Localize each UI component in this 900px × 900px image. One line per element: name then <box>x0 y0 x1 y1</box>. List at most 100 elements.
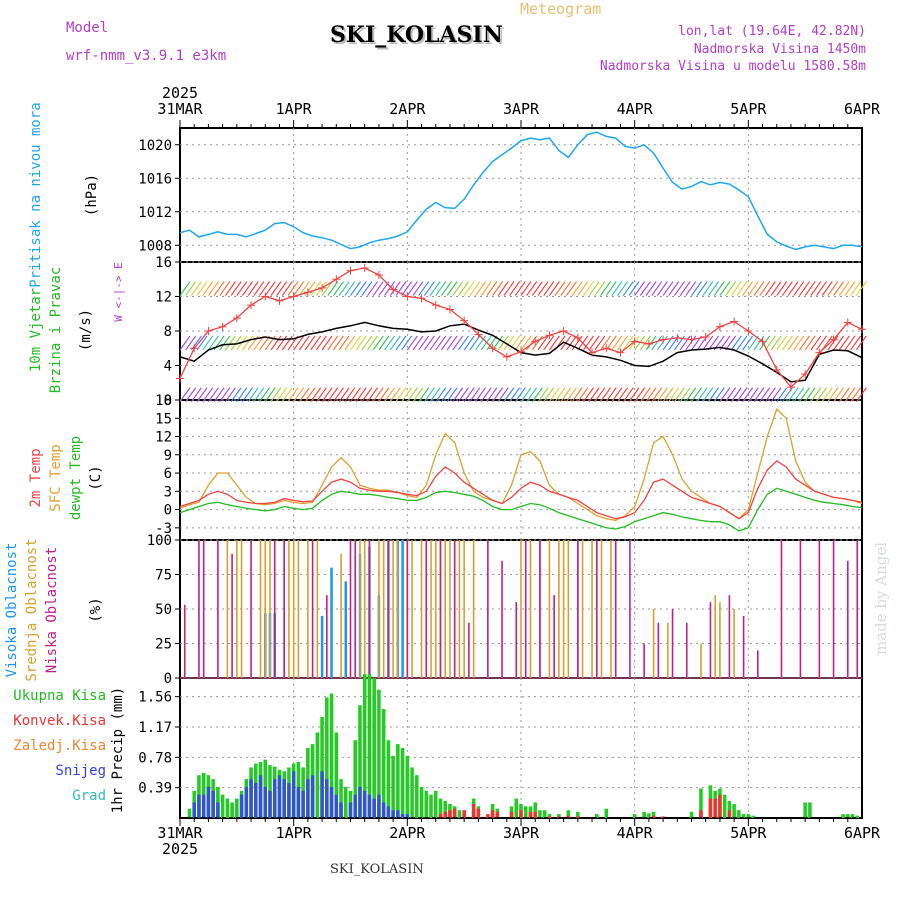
precip-total-bar <box>315 732 320 818</box>
wind-barb <box>202 335 214 351</box>
precip-snow-bar <box>291 771 296 818</box>
wind-barb <box>600 335 612 351</box>
precip-total-bar <box>727 800 732 818</box>
wind-barb <box>492 281 504 296</box>
wind-barb <box>753 281 765 296</box>
wind-barb <box>338 387 350 403</box>
time-tick-label: 1APR <box>276 824 313 842</box>
wind-barb <box>668 281 680 296</box>
wind-barb <box>605 281 617 296</box>
precip-conv-bar <box>576 816 580 818</box>
wind-barb <box>838 335 850 351</box>
wind-barb <box>702 387 714 403</box>
precip-total-bar <box>846 814 850 818</box>
wind-gust-marker <box>374 270 383 279</box>
wind-barb <box>298 281 310 296</box>
wind-gust-marker <box>758 337 767 346</box>
wind-gust-marker <box>559 327 568 335</box>
wind-gust-marker <box>815 348 824 357</box>
wind-barb <box>412 335 424 351</box>
wind-barb <box>639 387 651 403</box>
wind-barb <box>372 387 384 403</box>
wind-gust-marker <box>247 301 256 310</box>
wind-gust-marker <box>176 374 184 383</box>
wind-barb <box>298 335 310 351</box>
wind-barb <box>617 281 629 296</box>
precip-total-bar <box>381 709 386 818</box>
wind-gust-marker <box>332 275 341 284</box>
wind-ylabel: (m/s) <box>78 309 94 351</box>
precip-total-bar <box>746 814 751 818</box>
sfc-temp-line <box>179 407 863 522</box>
wind-barb <box>344 281 356 296</box>
wind-gust-marker <box>687 335 696 344</box>
precip-total-bar <box>514 798 519 818</box>
precip-snow-bar <box>310 775 315 818</box>
precip-snow-bar <box>201 794 206 818</box>
wind-barb <box>651 281 663 296</box>
pressure-ylabel: (hPa) <box>84 174 100 216</box>
wind-barb <box>827 387 839 403</box>
precip-total-bar <box>187 808 192 818</box>
wind-barb <box>395 387 407 403</box>
value-tick-label: 15 <box>155 411 172 427</box>
wind-barb <box>389 335 401 351</box>
wind-barb <box>406 335 418 351</box>
wind-barb <box>617 387 629 403</box>
wind-barb <box>355 335 367 351</box>
wind-barb <box>514 335 526 351</box>
wind-barb <box>804 335 816 351</box>
wind-barb <box>810 335 822 351</box>
time-tick-label: 31MAR <box>157 100 203 118</box>
model-elevation-label: Nadmorska Visina u modelu 1580.58m <box>599 59 866 74</box>
precip-snow-bar <box>277 775 282 818</box>
precip-total-bar <box>438 798 443 818</box>
wind-barb <box>446 281 458 296</box>
wind-barb <box>423 335 435 351</box>
precip-total-bar <box>722 794 727 818</box>
wind-barb <box>458 335 469 351</box>
wind-barb <box>583 387 594 403</box>
wind-barb <box>725 281 737 296</box>
wind-barb <box>418 335 430 351</box>
wind-barb <box>196 387 208 403</box>
precip-snow-bar <box>320 771 324 818</box>
wind-barb <box>708 387 719 403</box>
wind-barb <box>259 281 271 296</box>
wind-barb <box>412 281 424 296</box>
precip-total-bar <box>566 810 571 818</box>
wind-barb <box>401 281 413 296</box>
wind-barb <box>315 335 327 351</box>
wind-barb <box>548 335 560 351</box>
temp-label-2m: 2m Temp <box>28 448 44 507</box>
wind-barb <box>429 281 441 296</box>
precip-total-bar <box>410 767 414 818</box>
wind-barb <box>617 335 629 351</box>
precip-total-bar <box>391 755 395 818</box>
wind-barb <box>202 387 214 403</box>
wind-barb <box>270 387 282 403</box>
wind-gust-marker <box>772 365 781 374</box>
wind-barb <box>634 281 646 296</box>
wind-barb <box>804 281 816 296</box>
wind-barb <box>713 281 725 296</box>
wind-barb <box>236 281 248 296</box>
wind-barb <box>753 387 765 403</box>
precip-snow-bar <box>254 783 258 818</box>
precip-conv-bar <box>713 798 717 818</box>
precip-snow-bar <box>391 810 395 818</box>
wind-barb <box>531 335 543 351</box>
precip-snow-bar <box>396 810 400 818</box>
wind-barb <box>526 281 538 296</box>
precip-conv-bar <box>533 811 537 818</box>
wind-gust-marker <box>701 333 710 342</box>
lonlat-label: lon,lat (19.64E, 42.82N) <box>678 24 866 39</box>
precip-conv-bar <box>438 814 443 818</box>
wind-barb <box>384 281 396 296</box>
wind-barb <box>554 387 566 403</box>
wind-gust-marker <box>573 333 582 342</box>
wind-barb <box>225 387 236 403</box>
wind-barb <box>554 281 566 296</box>
wind-barb <box>639 281 651 296</box>
